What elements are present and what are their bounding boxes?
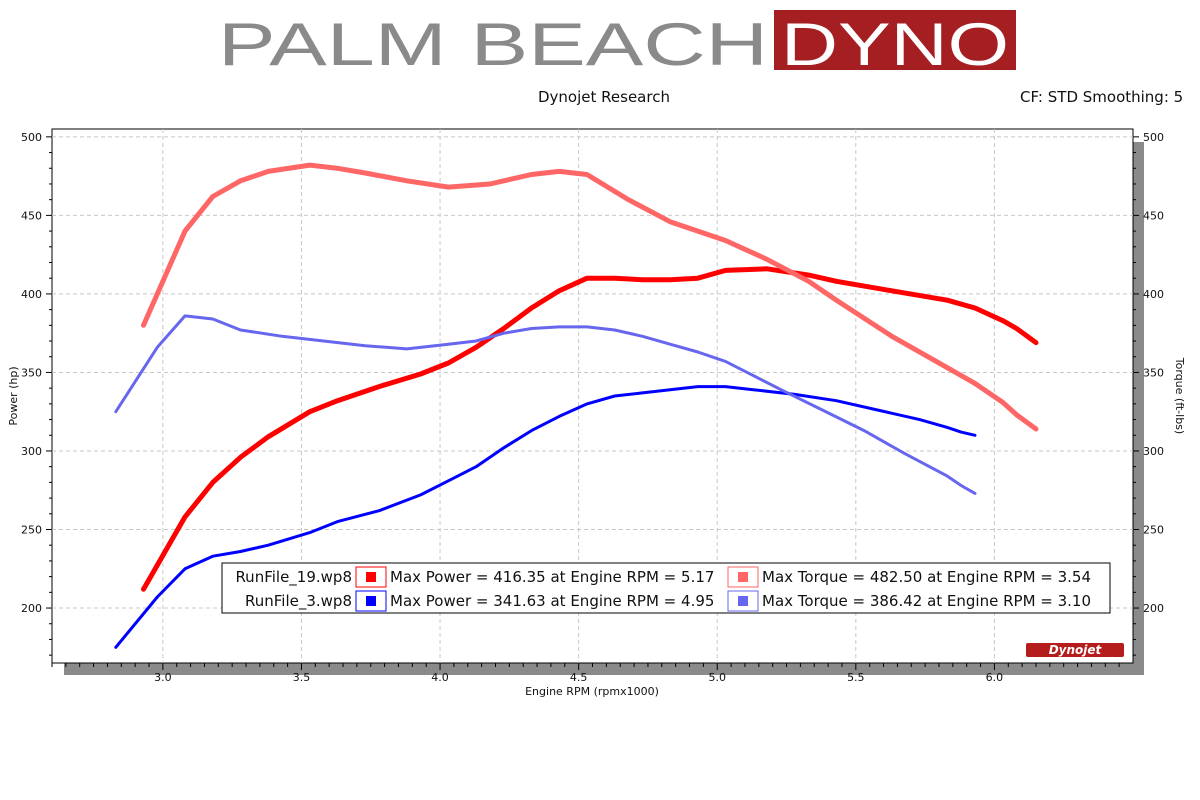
x-tick-label: 3.0: [154, 671, 172, 684]
legend-torque-swatch: [738, 572, 748, 582]
legend: RunFile_19.wp8 Max Power = 416.35 at Engi…: [221, 562, 1111, 614]
y-tick-label-right: 500: [1143, 131, 1164, 144]
y-tick-label-left: 500: [21, 131, 42, 144]
x-tick-label: 5.5: [847, 671, 865, 684]
y-tick-label-left: 300: [21, 445, 42, 458]
x-axis-label: Engine RPM (rpmx1000): [525, 685, 659, 698]
y-tick-label-left: 200: [21, 602, 42, 615]
logo-text-dyno: DYNO: [781, 11, 1009, 78]
legend-torque-text: Max Torque = 482.50 at Engine RPM = 3.54: [762, 568, 1091, 586]
palm-beach-dyno-logo: PALM BEACH DYNO: [218, 10, 1016, 78]
series-line-3: [114, 314, 977, 495]
y-axis-label-left: Power (hp): [7, 366, 20, 425]
x-tick-label: 5.0: [708, 671, 726, 684]
axis-ticks: 200 200 250 250 300 300 350 350 400 400 450 450 500 5…: [21, 131, 1164, 684]
series-line-2: [114, 385, 977, 649]
y-tick-label-right: 450: [1143, 209, 1164, 222]
legend-file-label: RunFile_3.wp8: [245, 592, 352, 611]
legend-power-swatch: [366, 596, 376, 606]
legend-power-text: Max Power = 416.35 at Engine RPM = 5.17: [390, 568, 714, 586]
legend-torque-text: Max Torque = 386.42 at Engine RPM = 3.10: [762, 592, 1091, 610]
y-tick-label-right: 400: [1143, 288, 1164, 301]
series-line-0: [141, 266, 1039, 592]
y-tick-label-left: 250: [21, 524, 42, 537]
y-tick-label-right: 300: [1143, 445, 1164, 458]
legend-power-swatch: [366, 572, 376, 582]
y-tick-label-right: 350: [1143, 366, 1164, 379]
chart-header-title: Dynojet Research: [538, 88, 670, 106]
y-tick-label-right: 200: [1143, 602, 1164, 615]
dynojet-brand-text: Dynojet: [1049, 643, 1103, 657]
series-line-1: [141, 162, 1039, 432]
legend-file-label: RunFile_19.wp8: [235, 568, 352, 587]
logo-dyno-box: [774, 10, 1016, 70]
y-tick-label-right: 250: [1143, 524, 1164, 537]
y-tick-label-left: 350: [21, 366, 42, 379]
x-tick-label: 6.0: [986, 671, 1004, 684]
legend-torque-swatch: [738, 596, 748, 606]
x-tick-label: 3.5: [293, 671, 311, 684]
legend-power-text: Max Power = 341.63 at Engine RPM = 4.95: [390, 592, 714, 610]
dynojet-brand-mark: Dynojet: [1026, 643, 1124, 657]
logo-text-palm-beach: PALM BEACH: [218, 11, 768, 78]
x-tick-label: 4.5: [570, 671, 588, 684]
y-tick-label-left: 400: [21, 288, 42, 301]
y-tick-label-left: 450: [21, 209, 42, 222]
series-lines: [114, 162, 1039, 649]
x-tick-label: 4.0: [431, 671, 449, 684]
y-axis-label-right: Torque (ft-lbs): [1173, 357, 1186, 434]
chart-header-settings: CF: STD Smoothing: 5: [1020, 88, 1184, 106]
